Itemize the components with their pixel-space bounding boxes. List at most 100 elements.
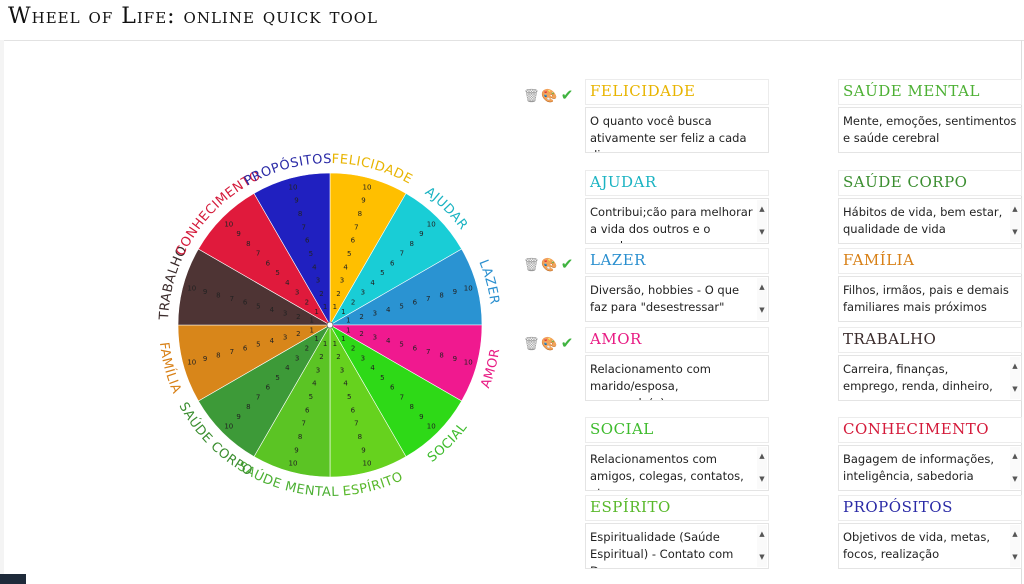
wheel-scale-number[interactable]: 1 xyxy=(314,335,318,343)
scroll-up-icon[interactable]: ▲ xyxy=(759,530,765,538)
wheel-scale-number[interactable]: 9 xyxy=(453,355,457,363)
wheel-scale-number[interactable]: 3 xyxy=(373,334,377,342)
wheel-segment-propositos[interactable] xyxy=(253,172,331,327)
wheel-scale-number[interactable]: 7 xyxy=(256,393,260,401)
area-title-trabalho[interactable]: Trabalho xyxy=(838,327,1022,353)
wheel-scale-number[interactable]: 2 xyxy=(336,353,340,361)
wheel-scale-number[interactable]: 1 xyxy=(309,326,313,334)
wheel-scale-number[interactable]: 6 xyxy=(266,259,271,267)
wheel-scale-number[interactable]: 6 xyxy=(351,237,356,245)
wheel-scale-number[interactable]: 7 xyxy=(230,295,234,303)
area-description-felicidade[interactable]: O quanto você busca ativamente ser feliz… xyxy=(585,107,769,153)
wheel-scale-number[interactable]: 4 xyxy=(312,380,317,388)
wheel-scale-number[interactable]: 2 xyxy=(305,345,309,353)
wheel-scale-number[interactable]: 5 xyxy=(347,393,351,401)
wheel-scale-number[interactable]: 6 xyxy=(413,299,418,307)
wheel-scale-number[interactable]: 9 xyxy=(361,197,365,205)
area-description-trabalho[interactable]: Carreira, finanças, emprego, renda, dinh… xyxy=(838,355,1022,401)
scroll-up-icon[interactable]: ▲ xyxy=(759,205,765,213)
wheel-scale-number[interactable]: 6 xyxy=(243,299,248,307)
wheel-scale-number[interactable]: 2 xyxy=(336,290,340,298)
wheel-scale-number[interactable]: 8 xyxy=(246,403,250,411)
wheel-scale-number[interactable]: 3 xyxy=(316,277,320,285)
wheel-scale-number[interactable]: 9 xyxy=(419,230,423,238)
check-icon[interactable]: ✔ xyxy=(560,334,574,352)
wheel-scale-number[interactable]: 9 xyxy=(361,446,365,454)
scroll-down-icon[interactable]: ▼ xyxy=(759,228,765,236)
area-description-espirito[interactable]: Espiritualidade (Saúde Espiritual) - Con… xyxy=(585,523,769,569)
textarea-scrollbar[interactable]: ▲ ▼ xyxy=(1010,525,1020,567)
wheel-scale-number[interactable]: 3 xyxy=(316,366,320,374)
wheel-scale-number[interactable]: 4 xyxy=(285,364,290,372)
wheel-scale-number[interactable]: 9 xyxy=(203,355,207,363)
textarea-scrollbar[interactable]: ▲ ▼ xyxy=(757,200,767,242)
trash-icon[interactable]: 🗑 xyxy=(523,337,540,352)
wheel-scale-number[interactable]: 1 xyxy=(323,340,327,348)
check-icon[interactable]: ✔ xyxy=(560,255,574,273)
area-description-amor[interactable]: Relacionamento com marido/esposa, namora… xyxy=(585,355,769,401)
wheel-scale-number[interactable]: 8 xyxy=(439,292,443,300)
wheel-scale-number[interactable]: 1 xyxy=(346,317,350,325)
scroll-up-icon[interactable]: ▲ xyxy=(759,452,765,460)
wheel-scale-number[interactable]: 1 xyxy=(341,308,345,316)
area-description-social[interactable]: Relacionamentos com amigos, colegas, con… xyxy=(585,445,769,491)
wheel-scale-number[interactable]: 10 xyxy=(289,183,298,191)
area-title-propositos[interactable]: Propósitos xyxy=(838,495,1022,521)
wheel-scale-number[interactable]: 4 xyxy=(270,306,275,314)
area-description-lazer[interactable]: Diversão, hobbies - O que faz para "dese… xyxy=(585,276,769,322)
wheel-scale-number[interactable]: 1 xyxy=(314,308,318,316)
wheel-scale-number[interactable]: 3 xyxy=(361,289,365,297)
scroll-up-icon[interactable]: ▲ xyxy=(1012,530,1018,538)
wheel-scale-number[interactable]: 4 xyxy=(370,279,375,287)
wheel-scale-number[interactable]: 1 xyxy=(346,326,350,334)
textarea-scrollbar[interactable]: ▲ ▼ xyxy=(757,278,767,320)
wheel-scale-number[interactable]: 8 xyxy=(246,240,250,248)
wheel-scale-number[interactable]: 4 xyxy=(285,279,290,287)
palette-icon[interactable]: 🎨 xyxy=(541,89,558,104)
wheel-scale-number[interactable]: 3 xyxy=(373,310,377,318)
wheel-scale-number[interactable]: 2 xyxy=(351,345,355,353)
wheel-scale-number[interactable]: 5 xyxy=(380,269,384,277)
wheel-scale-number[interactable]: 7 xyxy=(230,348,234,356)
scroll-down-icon[interactable]: ▼ xyxy=(1012,228,1018,236)
wheel-scale-number[interactable]: 6 xyxy=(351,406,356,414)
wheel-scale-number[interactable]: 6 xyxy=(390,259,395,267)
textarea-scrollbar[interactable]: ▲ ▼ xyxy=(757,447,767,489)
wheel-scale-number[interactable]: 1 xyxy=(341,335,345,343)
area-title-espirito[interactable]: Espírito xyxy=(585,495,769,521)
wheel-scale-number[interactable]: 3 xyxy=(295,289,299,297)
wheel-scale-number[interactable]: 4 xyxy=(370,364,375,372)
wheel-scale-number[interactable]: 7 xyxy=(400,393,404,401)
wheel-scale-number[interactable]: 8 xyxy=(298,210,302,218)
area-title-familia[interactable]: Família xyxy=(838,248,1022,274)
area-description-familia[interactable]: Filhos, irmãos, pais e demais familiares… xyxy=(838,276,1022,322)
textarea-scrollbar[interactable]: ▲ ▼ xyxy=(1010,357,1020,399)
wheel-scale-number[interactable]: 6 xyxy=(305,406,310,414)
scroll-down-icon[interactable]: ▼ xyxy=(759,553,765,561)
wheel-scale-number[interactable]: 9 xyxy=(419,413,423,421)
wheel-scale-number[interactable]: 4 xyxy=(386,337,391,345)
wheel-scale-number[interactable]: 9 xyxy=(294,197,298,205)
wheel-scale-number[interactable]: 1 xyxy=(333,303,337,311)
wheel-scale-number[interactable]: 2 xyxy=(351,298,355,306)
wheel-scale-number[interactable]: 8 xyxy=(298,433,302,441)
wheel-scale-number[interactable]: 6 xyxy=(305,237,310,245)
wheel-scale-number[interactable]: 2 xyxy=(319,353,323,361)
wheel-scale-number[interactable]: 2 xyxy=(319,290,323,298)
wheel-scale-number[interactable]: 5 xyxy=(347,250,351,258)
wheel-scale-number[interactable]: 8 xyxy=(358,210,362,218)
wheel-scale-number[interactable]: 10 xyxy=(363,183,372,191)
wheel-scale-number[interactable]: 5 xyxy=(380,374,384,382)
wheel-scale-number[interactable]: 10 xyxy=(187,359,196,367)
wheel-scale-number[interactable]: 4 xyxy=(312,263,317,271)
scroll-down-icon[interactable]: ▼ xyxy=(759,306,765,314)
wheel-scale-number[interactable]: 7 xyxy=(256,250,260,258)
wheel-scale-number[interactable]: 7 xyxy=(301,420,305,428)
wheel-scale-number[interactable]: 10 xyxy=(363,460,372,468)
textarea-scrollbar[interactable]: ▲ ▼ xyxy=(1010,447,1020,489)
wheel-scale-number[interactable]: 9 xyxy=(203,288,207,296)
wheel-scale-number[interactable]: 5 xyxy=(399,302,403,310)
trash-icon[interactable]: 🗑 xyxy=(523,89,540,104)
wheel-scale-number[interactable]: 7 xyxy=(354,420,358,428)
